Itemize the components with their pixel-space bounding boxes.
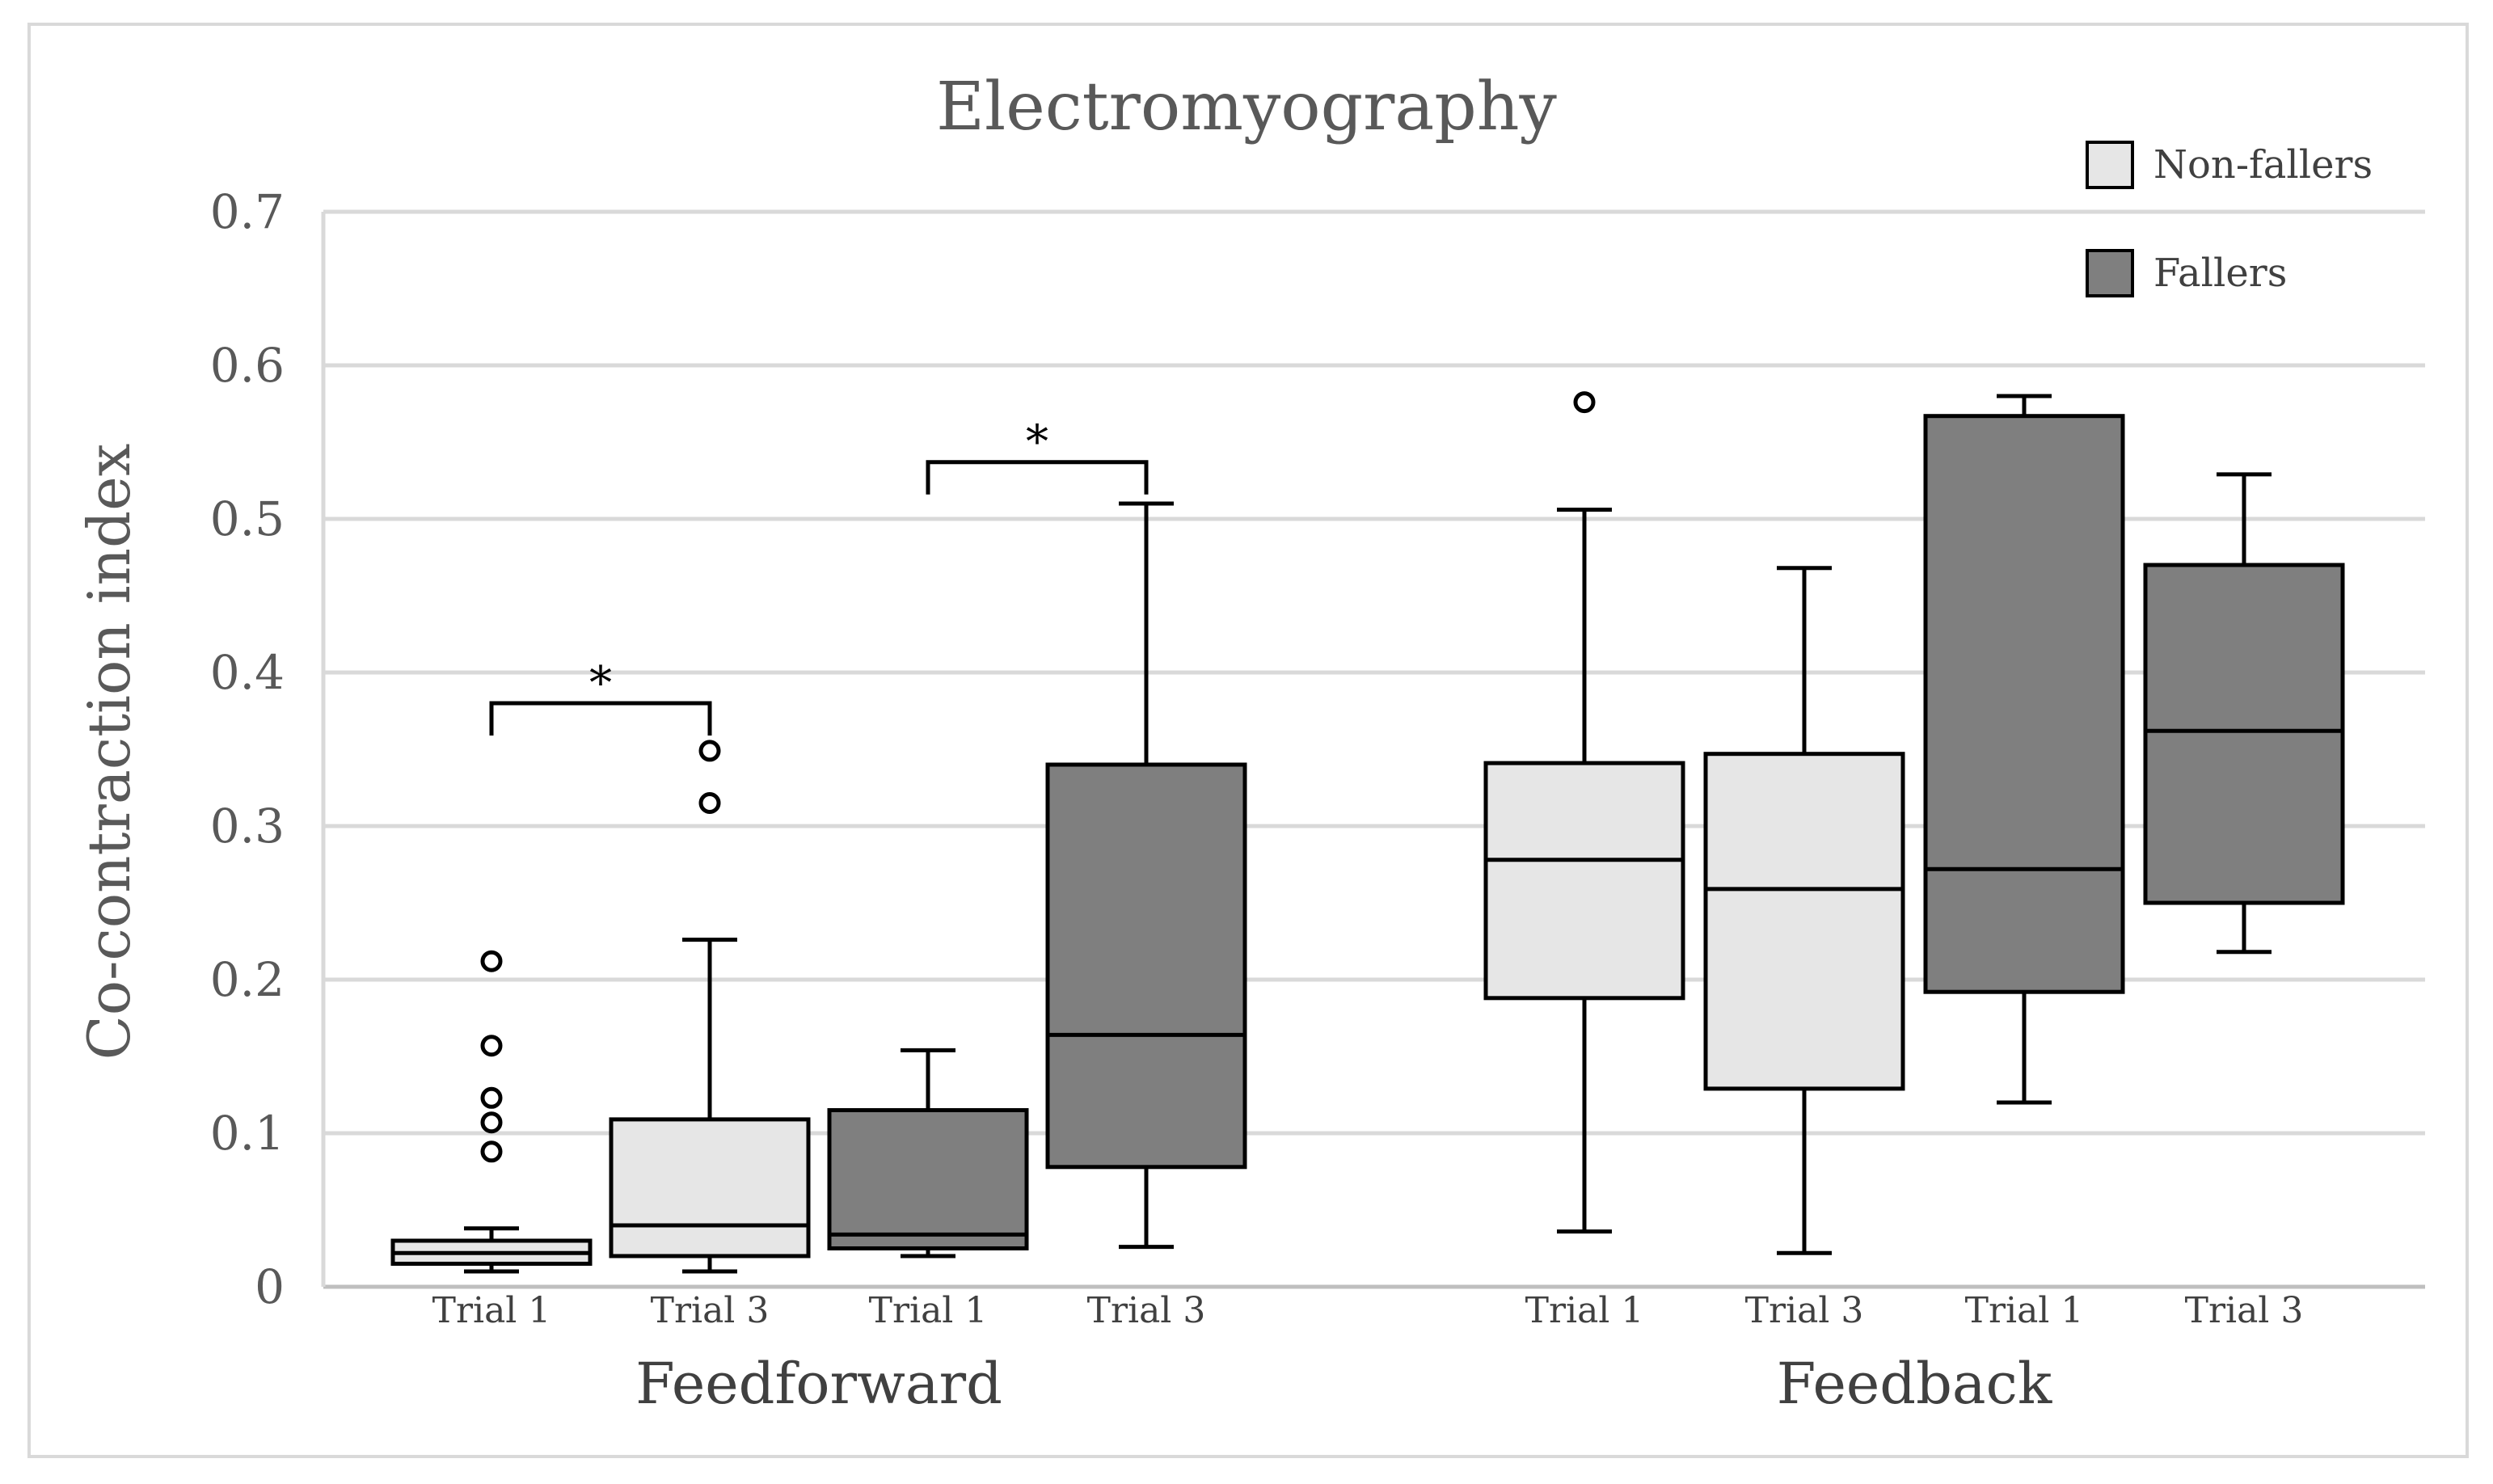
bracket-line — [926, 460, 1149, 495]
outlier-point — [480, 1140, 503, 1163]
legend: Non-fallers Fallers — [2086, 141, 2373, 297]
y-tick-label: 0.1 — [210, 1106, 285, 1161]
legend-swatch-fallers — [2086, 249, 2134, 297]
x-tick-label: Trial 3 — [651, 1290, 770, 1331]
outlier-point — [698, 792, 721, 814]
significance-bracket: * — [926, 416, 1149, 495]
box-6 — [1703, 566, 1905, 1255]
chart-title: Electromyography — [936, 69, 1557, 145]
box-layer — [390, 391, 2345, 1274]
y-tick-labels: 0 0.1 0.2 0.3 0.4 0.5 0.6 0.7 — [210, 184, 285, 1314]
box-2 — [609, 740, 811, 1274]
significance-bracket: * — [489, 657, 712, 736]
x-tick-label: Trial 1 — [432, 1290, 551, 1331]
significance-star: * — [589, 657, 612, 710]
bracket-line — [489, 701, 712, 736]
y-tick-label: 0.4 — [210, 645, 285, 700]
legend-label-non-fallers: Non-fallers — [2153, 142, 2373, 188]
y-tick-label: 0.3 — [210, 799, 285, 854]
group-label-feedback: Feedback — [1777, 1351, 2052, 1417]
x-tick-label: Trial 3 — [1087, 1290, 1206, 1331]
outlier-point — [1573, 391, 1596, 414]
category-labels: Trial 1 Trial 3 Trial 1 Trial 3 Trial 1 Trial… — [432, 1290, 2304, 1331]
y-tick-label: 0.6 — [210, 338, 285, 393]
y-tick-label: 0.5 — [210, 491, 285, 546]
box-iqr — [609, 1117, 811, 1258]
legend-label-fallers: Fallers — [2153, 251, 2287, 296]
x-tick-label: Trial 1 — [1965, 1290, 2084, 1331]
box-iqr — [1923, 414, 2125, 994]
outlier-point — [480, 1111, 503, 1134]
y-tick-label: 0.7 — [210, 184, 285, 239]
y-axis-label: Co-contraction index — [75, 444, 143, 1060]
box-1 — [390, 950, 593, 1274]
legend-swatch-non-fallers — [2086, 141, 2134, 189]
box-3 — [827, 1048, 1029, 1258]
significance-layer: ** — [489, 416, 1149, 736]
box-4 — [1045, 501, 1247, 1250]
x-tick-label: Trial 3 — [2185, 1290, 2304, 1331]
outlier-point — [698, 740, 721, 762]
x-tick-label: Trial 1 — [1525, 1290, 1644, 1331]
box-5 — [1483, 391, 1685, 1234]
box-iqr — [827, 1108, 1029, 1250]
outlier-point — [480, 1086, 503, 1109]
box-8 — [2143, 472, 2345, 955]
group-label-feedforward: Feedforward — [635, 1351, 1002, 1417]
box-iqr — [2143, 563, 2345, 905]
x-tick-label: Trial 3 — [1745, 1290, 1864, 1331]
y-tick-label: 0.2 — [210, 952, 285, 1007]
box-iqr — [1045, 762, 1247, 1170]
y-tick-label: 0 — [255, 1259, 285, 1314]
x-tick-label: Trial 1 — [869, 1290, 988, 1331]
outlier-point — [480, 1035, 503, 1057]
box-iqr — [1703, 752, 1905, 1091]
group-labels: Feedforward Feedback — [635, 1351, 2052, 1417]
outlier-point — [480, 950, 503, 972]
box-7 — [1923, 394, 2125, 1105]
box-iqr — [1483, 761, 1685, 1001]
significance-star: * — [1026, 416, 1048, 469]
